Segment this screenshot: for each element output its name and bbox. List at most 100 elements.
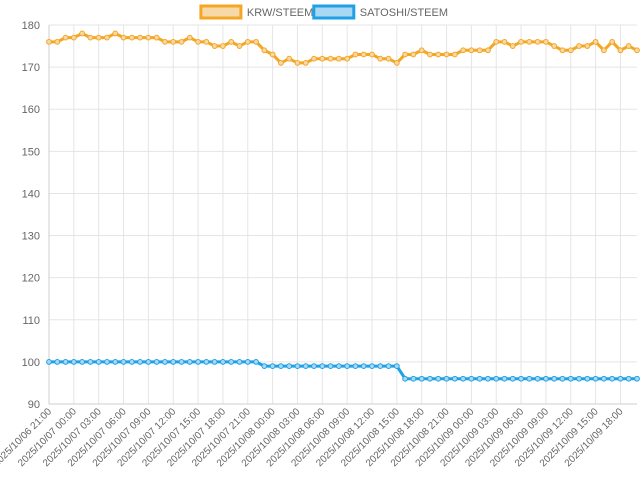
- data-point[interactable]: [377, 363, 384, 370]
- legend-item[interactable]: KRW/STEEM: [199, 4, 313, 20]
- data-point[interactable]: [269, 51, 276, 58]
- data-point[interactable]: [319, 55, 326, 62]
- data-point[interactable]: [228, 358, 235, 365]
- data-point[interactable]: [634, 375, 640, 382]
- data-point[interactable]: [186, 34, 193, 41]
- data-point[interactable]: [576, 375, 582, 382]
- data-point[interactable]: [617, 375, 624, 382]
- data-point[interactable]: [112, 30, 119, 37]
- data-point[interactable]: [228, 38, 235, 45]
- data-point[interactable]: [625, 375, 632, 382]
- data-point[interactable]: [253, 38, 259, 45]
- data-point[interactable]: [178, 38, 185, 45]
- data-point[interactable]: [476, 375, 483, 382]
- data-point[interactable]: [137, 34, 143, 41]
- data-point[interactable]: [286, 55, 293, 62]
- data-point[interactable]: [493, 375, 500, 382]
- data-point[interactable]: [460, 47, 466, 54]
- data-point[interactable]: [128, 358, 135, 365]
- data-point[interactable]: [509, 43, 516, 49]
- data-point[interactable]: [393, 60, 400, 66]
- data-point[interactable]: [617, 47, 624, 54]
- data-point[interactable]: [534, 375, 541, 382]
- data-point[interactable]: [104, 34, 110, 41]
- data-point[interactable]: [311, 55, 317, 62]
- data-point[interactable]: [261, 47, 268, 54]
- data-point[interactable]: [211, 358, 218, 365]
- data-point[interactable]: [501, 375, 508, 382]
- data-point[interactable]: [335, 363, 342, 370]
- data-point[interactable]: [261, 363, 268, 370]
- data-point[interactable]: [625, 43, 632, 49]
- data-point[interactable]: [592, 375, 599, 382]
- data-point[interactable]: [46, 358, 52, 365]
- data-point[interactable]: [435, 51, 442, 58]
- data-point[interactable]: [46, 38, 52, 45]
- data-point[interactable]: [335, 55, 342, 62]
- data-point[interactable]: [360, 51, 367, 58]
- data-point[interactable]: [269, 363, 276, 370]
- data-point[interactable]: [410, 51, 417, 58]
- data-point[interactable]: [559, 47, 566, 54]
- data-point[interactable]: [220, 43, 226, 49]
- data-point[interactable]: [95, 358, 102, 365]
- data-point[interactable]: [277, 60, 284, 66]
- data-point[interactable]: [567, 47, 574, 54]
- data-point[interactable]: [485, 47, 491, 54]
- data-point[interactable]: [551, 43, 558, 49]
- data-point[interactable]: [518, 375, 524, 382]
- data-point[interactable]: [95, 34, 102, 41]
- data-point[interactable]: [170, 358, 177, 365]
- data-point[interactable]: [460, 375, 466, 382]
- data-point[interactable]: [369, 363, 375, 370]
- data-point[interactable]: [62, 358, 69, 365]
- data-point[interactable]: [600, 47, 607, 54]
- data-point[interactable]: [468, 47, 475, 54]
- data-point[interactable]: [170, 38, 177, 45]
- data-point[interactable]: [567, 375, 574, 382]
- data-point[interactable]: [220, 358, 226, 365]
- data-point[interactable]: [385, 363, 392, 370]
- data-point[interactable]: [418, 47, 425, 54]
- data-point[interactable]: [468, 375, 475, 382]
- data-point[interactable]: [534, 38, 541, 45]
- data-point[interactable]: [443, 375, 450, 382]
- data-point[interactable]: [79, 358, 86, 365]
- data-point[interactable]: [62, 34, 69, 41]
- data-point[interactable]: [402, 51, 409, 58]
- data-point[interactable]: [302, 60, 309, 66]
- data-point[interactable]: [435, 375, 442, 382]
- data-point[interactable]: [634, 47, 640, 54]
- data-point[interactable]: [609, 375, 616, 382]
- data-point[interactable]: [584, 43, 591, 49]
- legend-item[interactable]: SATOSHI/STEEM: [312, 4, 448, 20]
- data-point[interactable]: [54, 38, 61, 45]
- data-point[interactable]: [592, 38, 599, 45]
- data-point[interactable]: [543, 375, 549, 382]
- data-point[interactable]: [286, 363, 293, 370]
- data-point[interactable]: [427, 375, 433, 382]
- data-point[interactable]: [87, 358, 94, 365]
- legend[interactable]: KRW/STEEM SATOSHI/STEEM: [199, 4, 448, 20]
- data-point[interactable]: [195, 38, 201, 45]
- data-point[interactable]: [302, 363, 309, 370]
- data-point[interactable]: [203, 358, 210, 365]
- data-point[interactable]: [244, 358, 251, 365]
- data-point[interactable]: [120, 358, 127, 365]
- data-point[interactable]: [236, 43, 243, 49]
- data-point[interactable]: [294, 363, 301, 370]
- data-point[interactable]: [377, 55, 384, 62]
- data-point[interactable]: [70, 358, 77, 365]
- data-point[interactable]: [236, 358, 243, 365]
- data-point[interactable]: [493, 38, 500, 45]
- data-point[interactable]: [253, 358, 259, 365]
- data-point[interactable]: [518, 38, 524, 45]
- data-point[interactable]: [145, 34, 152, 41]
- data-point[interactable]: [54, 358, 61, 365]
- data-point[interactable]: [87, 34, 94, 41]
- data-point[interactable]: [344, 55, 351, 62]
- data-point[interactable]: [609, 38, 616, 45]
- data-point[interactable]: [319, 363, 326, 370]
- data-point[interactable]: [427, 51, 433, 58]
- data-point[interactable]: [137, 358, 143, 365]
